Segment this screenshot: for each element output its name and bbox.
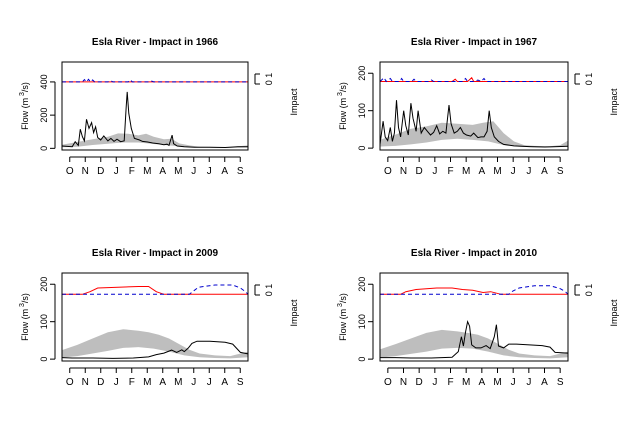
y-tick-label: 100 bbox=[357, 314, 367, 329]
month-label: M bbox=[143, 166, 151, 177]
y-axis-label: Flow (m 3/s) bbox=[19, 82, 30, 130]
flow-range-band bbox=[380, 121, 568, 148]
month-label: A bbox=[159, 377, 166, 388]
impact-tick-label: 0 1 bbox=[264, 284, 274, 297]
month-label: F bbox=[129, 377, 135, 388]
chart-title: Esla River - Impact in 2009 bbox=[92, 248, 219, 259]
plot-frame bbox=[379, 272, 569, 362]
impact-tick-label: 0 1 bbox=[584, 73, 594, 86]
plot-frame bbox=[61, 272, 249, 362]
month-label: N bbox=[400, 377, 407, 388]
impact-axis-label: Impact bbox=[289, 88, 299, 116]
month-label: A bbox=[478, 377, 485, 388]
impact-solid-line bbox=[380, 287, 568, 295]
month-label: O bbox=[66, 166, 74, 177]
month-label: J bbox=[432, 166, 437, 177]
month-label: J bbox=[191, 377, 196, 388]
month-label: J bbox=[526, 377, 531, 388]
month-label: M bbox=[493, 166, 501, 177]
flow-series-line bbox=[379, 100, 569, 148]
month-label: S bbox=[557, 377, 564, 388]
impact-dashed-line bbox=[379, 76, 568, 83]
month-label: F bbox=[447, 166, 453, 177]
month-label: F bbox=[129, 166, 135, 177]
chart-panel-2: Esla River - Impact in 1967 0 100 200 Flow (… bbox=[337, 37, 619, 177]
impact-axis-label: Impact bbox=[609, 88, 619, 116]
month-label: D bbox=[97, 377, 104, 388]
month-label: A bbox=[159, 166, 166, 177]
flow-series-line bbox=[61, 340, 249, 359]
month-label: A bbox=[541, 377, 548, 388]
flow-series-line bbox=[61, 91, 249, 149]
month-label: S bbox=[237, 377, 244, 388]
month-label: F bbox=[447, 377, 453, 388]
impact-axis-label: Impact bbox=[609, 299, 619, 327]
y-tick-label: 0 bbox=[39, 146, 49, 151]
impact-dashed-line bbox=[380, 285, 569, 295]
month-label: J bbox=[207, 377, 212, 388]
impact-tick-label: 0 1 bbox=[264, 73, 274, 86]
month-label: D bbox=[416, 166, 423, 177]
month-label: M bbox=[462, 377, 470, 388]
month-label: D bbox=[416, 377, 423, 388]
impact-axis-label: Impact bbox=[289, 299, 299, 327]
y-axis-label: Flow (m 3/s) bbox=[337, 82, 348, 130]
month-label: O bbox=[384, 377, 392, 388]
month-label: N bbox=[82, 377, 89, 388]
chart-title: Esla River - Impact in 1967 bbox=[411, 37, 538, 48]
y-tick-label: 200 bbox=[39, 108, 49, 123]
month-label: N bbox=[400, 166, 407, 177]
y-tick-label: 200 bbox=[39, 277, 49, 292]
flow-series-line bbox=[380, 320, 569, 359]
month-label: J bbox=[191, 166, 196, 177]
month-label: J bbox=[114, 377, 119, 388]
chart-panel-1: Esla River - Impact in 1966 0 200 400 Flow (… bbox=[19, 37, 299, 177]
chart-panel-4: Esla River - Impact in 2010 0 100 200 Flow (… bbox=[337, 248, 619, 388]
y-tick-label: 0 bbox=[39, 357, 49, 362]
month-label: S bbox=[237, 166, 244, 177]
y-tick-label: 0 bbox=[357, 146, 367, 151]
month-label: N bbox=[82, 166, 89, 177]
month-label: M bbox=[143, 377, 151, 388]
month-label: J bbox=[114, 166, 119, 177]
plot-frame bbox=[379, 61, 569, 151]
month-label: D bbox=[97, 166, 104, 177]
month-label: A bbox=[221, 377, 228, 388]
impact-tick-label: 0 1 bbox=[584, 284, 594, 297]
month-label: A bbox=[541, 166, 548, 177]
flow-range-band bbox=[380, 329, 568, 359]
impact-dashed-line bbox=[62, 284, 249, 295]
month-label: O bbox=[66, 377, 74, 388]
y-tick-label: 200 bbox=[357, 66, 367, 81]
y-tick-label: 200 bbox=[357, 277, 367, 292]
month-label: A bbox=[478, 166, 485, 177]
month-label: M bbox=[174, 166, 182, 177]
y-tick-label: 100 bbox=[357, 103, 367, 118]
chart-title: Esla River - Impact in 1966 bbox=[92, 37, 219, 48]
month-label: S bbox=[557, 166, 564, 177]
month-label: M bbox=[174, 377, 182, 388]
chart-title: Esla River - Impact in 2010 bbox=[411, 248, 538, 259]
impact-solid-line bbox=[62, 286, 248, 295]
month-label: J bbox=[511, 166, 516, 177]
y-axis-label: Flow (m 3/s) bbox=[337, 293, 348, 341]
month-label: J bbox=[207, 166, 212, 177]
month-label: J bbox=[526, 166, 531, 177]
chart-panel-3: Esla River - Impact in 2009 0 100 200 Flow (… bbox=[19, 248, 299, 388]
month-label: M bbox=[493, 377, 501, 388]
month-label: M bbox=[462, 166, 470, 177]
y-tick-label: 400 bbox=[39, 74, 49, 89]
y-axis-label: Flow (m 3/s) bbox=[19, 293, 30, 341]
y-tick-label: 100 bbox=[39, 314, 49, 329]
flow-range-band bbox=[62, 133, 248, 148]
month-label: O bbox=[384, 166, 392, 177]
month-label: J bbox=[511, 377, 516, 388]
plot-frame bbox=[61, 61, 249, 151]
flow-range-band bbox=[62, 329, 248, 359]
month-label: J bbox=[432, 377, 437, 388]
y-tick-label: 0 bbox=[357, 357, 367, 362]
month-label: A bbox=[221, 166, 228, 177]
